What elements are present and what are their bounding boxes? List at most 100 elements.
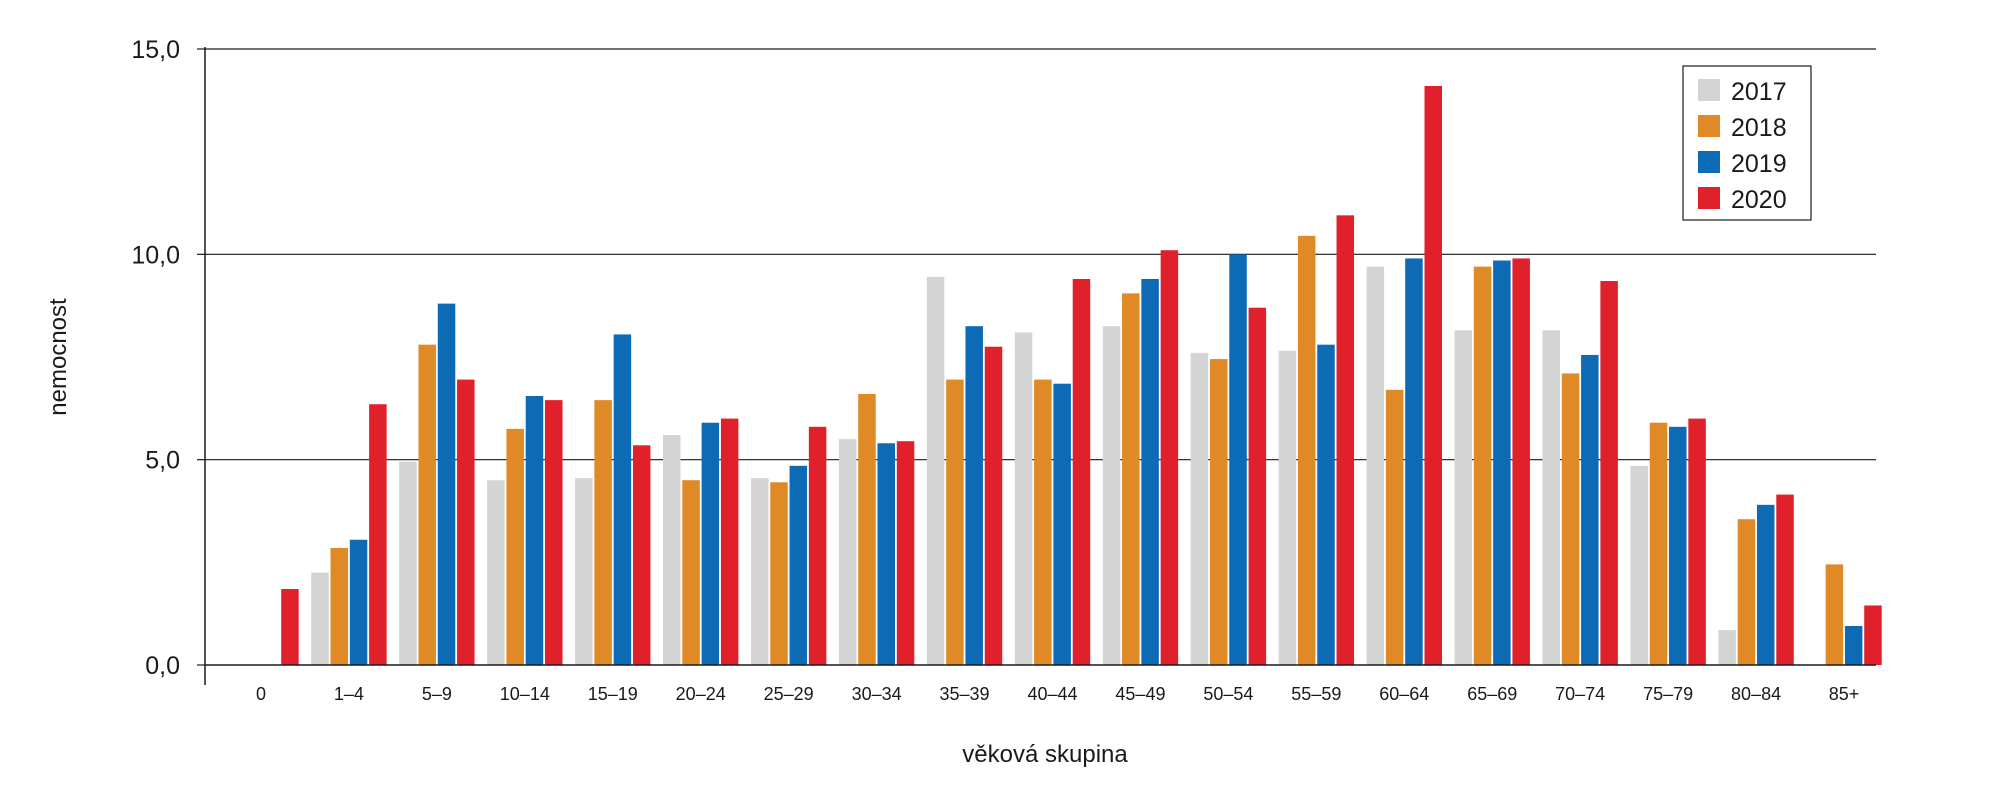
bar-2018-6 <box>770 482 788 665</box>
bar-2018-14 <box>1473 266 1492 665</box>
bar-2020-5 <box>720 418 739 665</box>
x-axis-tick-labels: 0 1–4 5–9 10–14 15–19 20–24 25–29 30–34 35–39 40–… <box>256 684 1859 704</box>
x-tick-label: 1–4 <box>334 684 364 704</box>
bar-2017-11 <box>1190 352 1209 665</box>
bar-2017-13 <box>1366 266 1385 665</box>
bar-2018-4 <box>594 400 612 665</box>
legend-swatch-2018 <box>1698 115 1720 137</box>
bar-2017-7 <box>838 439 857 665</box>
x-tick-label: 75–79 <box>1643 684 1693 704</box>
bar-2020-10 <box>1160 250 1179 665</box>
bar-2019-6 <box>789 465 808 665</box>
bar-2018-7 <box>858 393 876 665</box>
bar-2020-2 <box>457 379 475 665</box>
x-tick-label: 0 <box>256 684 266 704</box>
y-axis-ticks: 0,0 5,0 10,0 15,0 <box>131 36 205 680</box>
bar-2019-13 <box>1405 258 1423 665</box>
bar-2020-17 <box>1776 494 1794 665</box>
bar-2019-8 <box>965 326 983 665</box>
legend-swatch-2020 <box>1698 187 1720 209</box>
bar-2018-18 <box>1825 564 1844 665</box>
bar-2019-15 <box>1581 354 1599 665</box>
bar-2020-14 <box>1512 258 1530 665</box>
bar-2019-16 <box>1669 426 1687 665</box>
bar-2019-7 <box>877 443 896 665</box>
bar-2020-4 <box>632 445 651 665</box>
bar-2020-9 <box>1072 278 1091 665</box>
bar-2020-8 <box>984 346 1003 665</box>
legend-label: 2019 <box>1731 150 1787 178</box>
legend-swatch-2019 <box>1698 151 1720 173</box>
legend: 2017 2018 2019 2020 <box>1682 65 1812 221</box>
x-tick-label: 70–74 <box>1555 684 1605 704</box>
legend-label: 2018 <box>1731 114 1787 142</box>
bar-2019-4 <box>613 334 632 665</box>
bar-2017-3 <box>487 480 505 665</box>
bar-2020-16 <box>1688 418 1706 665</box>
bar-2018-2 <box>418 344 436 665</box>
bar-2017-5 <box>663 435 681 665</box>
bar-2019-17 <box>1756 504 1775 665</box>
x-tick-label: 65–69 <box>1467 684 1517 704</box>
x-tick-label: 50–54 <box>1203 684 1253 704</box>
bar-2018-11 <box>1209 359 1228 665</box>
bar-2020-13 <box>1424 85 1442 665</box>
x-tick-label: 55–59 <box>1291 684 1341 704</box>
bar-2018-1 <box>330 547 349 665</box>
bar-2019-11 <box>1229 254 1247 666</box>
legend-swatch-2017 <box>1698 79 1720 101</box>
bar-2017-10 <box>1102 326 1121 665</box>
x-tick-label: 85+ <box>1829 684 1860 704</box>
legend-label: 2020 <box>1731 186 1787 214</box>
bar-2017-12 <box>1278 350 1297 665</box>
bar-2018-3 <box>506 428 524 665</box>
bar-2018-16 <box>1649 422 1668 665</box>
bar-2017-15 <box>1542 330 1560 665</box>
bar-2017-6 <box>750 478 769 665</box>
bar-2018-12 <box>1297 235 1316 665</box>
x-tick-label: 60–64 <box>1379 684 1429 704</box>
bar-2017-9 <box>1014 332 1033 665</box>
y-tick-label: 15,0 <box>131 36 180 64</box>
bar-2017-8 <box>926 276 945 665</box>
bar-2019-9 <box>1053 383 1071 665</box>
y-axis-title: nemocnost <box>45 298 72 416</box>
x-tick-label: 80–84 <box>1731 684 1781 704</box>
x-tick-label: 5–9 <box>422 684 452 704</box>
bar-2017-14 <box>1454 330 1473 665</box>
bar-2020-6 <box>808 426 827 665</box>
bar-2020-18 <box>1864 605 1882 665</box>
bar-2017-4 <box>575 478 593 665</box>
bar-2018-9 <box>1034 379 1052 665</box>
bars <box>281 85 1882 666</box>
y-tick-label: 5,0 <box>145 447 180 475</box>
bar-2017-16 <box>1630 465 1648 665</box>
bar-2019-5 <box>701 422 720 665</box>
x-tick-label: 10–14 <box>500 684 550 704</box>
bar-2017-2 <box>399 461 417 665</box>
x-axis-title: věková skupina <box>962 741 1128 768</box>
bar-2018-15 <box>1561 373 1580 665</box>
bar-2018-8 <box>946 379 964 665</box>
bar-2018-17 <box>1737 519 1756 665</box>
y-tick-label: 0,0 <box>145 652 180 680</box>
bar-2018-13 <box>1385 389 1404 665</box>
x-tick-label: 30–34 <box>852 684 902 704</box>
bar-2019-1 <box>349 539 368 665</box>
bar-2019-12 <box>1317 344 1335 665</box>
x-tick-label: 40–44 <box>1027 684 1077 704</box>
x-tick-label: 45–49 <box>1115 684 1165 704</box>
bar-2017-1 <box>311 572 329 665</box>
bar-2017-17 <box>1718 630 1736 665</box>
bar-2019-2 <box>437 303 456 665</box>
bar-2020-15 <box>1600 281 1618 665</box>
bar-2019-3 <box>525 396 544 665</box>
bar-2020-12 <box>1336 215 1355 665</box>
x-tick-label: 35–39 <box>940 684 990 704</box>
x-tick-label: 20–24 <box>676 684 726 704</box>
y-tick-label: 10,0 <box>131 241 180 269</box>
bar-2020-1 <box>369 404 387 665</box>
legend-label: 2017 <box>1731 78 1787 106</box>
